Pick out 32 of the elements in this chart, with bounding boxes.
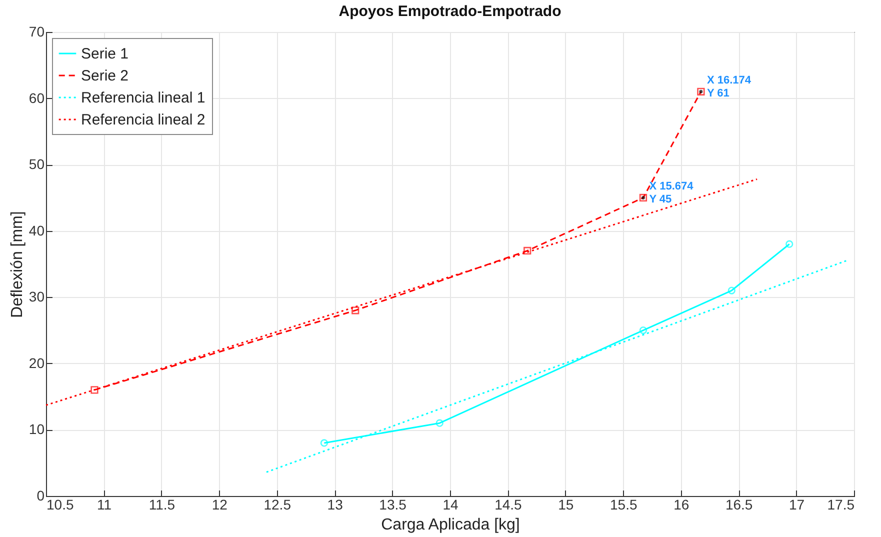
y-tick-label: 30: [28, 288, 45, 305]
x-tick-label: 13: [327, 496, 344, 512]
x-tick-label: 11.5: [148, 496, 176, 512]
x-tick-label: 11: [96, 496, 112, 512]
chart-title: Apoyos Empotrado-Empotrado: [338, 3, 562, 20]
y-tick-label: 10: [28, 421, 45, 438]
x-tick-label: 13.5: [379, 496, 407, 512]
y-tick-label: 70: [28, 24, 45, 40]
x-tick-label: 15: [558, 496, 574, 512]
x-tick-label: 16: [674, 496, 690, 512]
x-tick-label: 10.5: [46, 496, 74, 512]
x-tick-label: 14: [442, 496, 458, 512]
x-tick-label: 12: [212, 496, 228, 512]
annotation: X 15.674 Y 45: [649, 180, 694, 206]
x-tick-label: 17: [788, 496, 805, 512]
legend-label: Serie 1: [81, 46, 129, 62]
y-tick-label: 60: [28, 90, 45, 106]
annotation: X 16.174 Y 61: [706, 74, 752, 100]
y-axis-title: Deflexión [mm]: [8, 211, 26, 318]
x-tick-label: 17.5: [827, 496, 855, 512]
y-tick-label: 0: [36, 488, 45, 504]
x-tick-label: 12.5: [264, 496, 292, 512]
legend-label: Referencia lineal 1: [81, 90, 206, 106]
y-tick-label: 20: [28, 354, 45, 371]
x-axis-title: Carga Aplicada [kg]: [381, 516, 520, 534]
x-tick-label: 15.5: [610, 496, 638, 512]
legend-label: Serie 2: [81, 68, 129, 84]
y-tick-label: 50: [28, 156, 45, 172]
x-tick-label: 14.5: [494, 496, 522, 512]
y-tick-label: 40: [28, 222, 45, 238]
legend-label: Referencia lineal 2: [81, 112, 206, 128]
x-tick-label: 16.5: [725, 496, 753, 512]
